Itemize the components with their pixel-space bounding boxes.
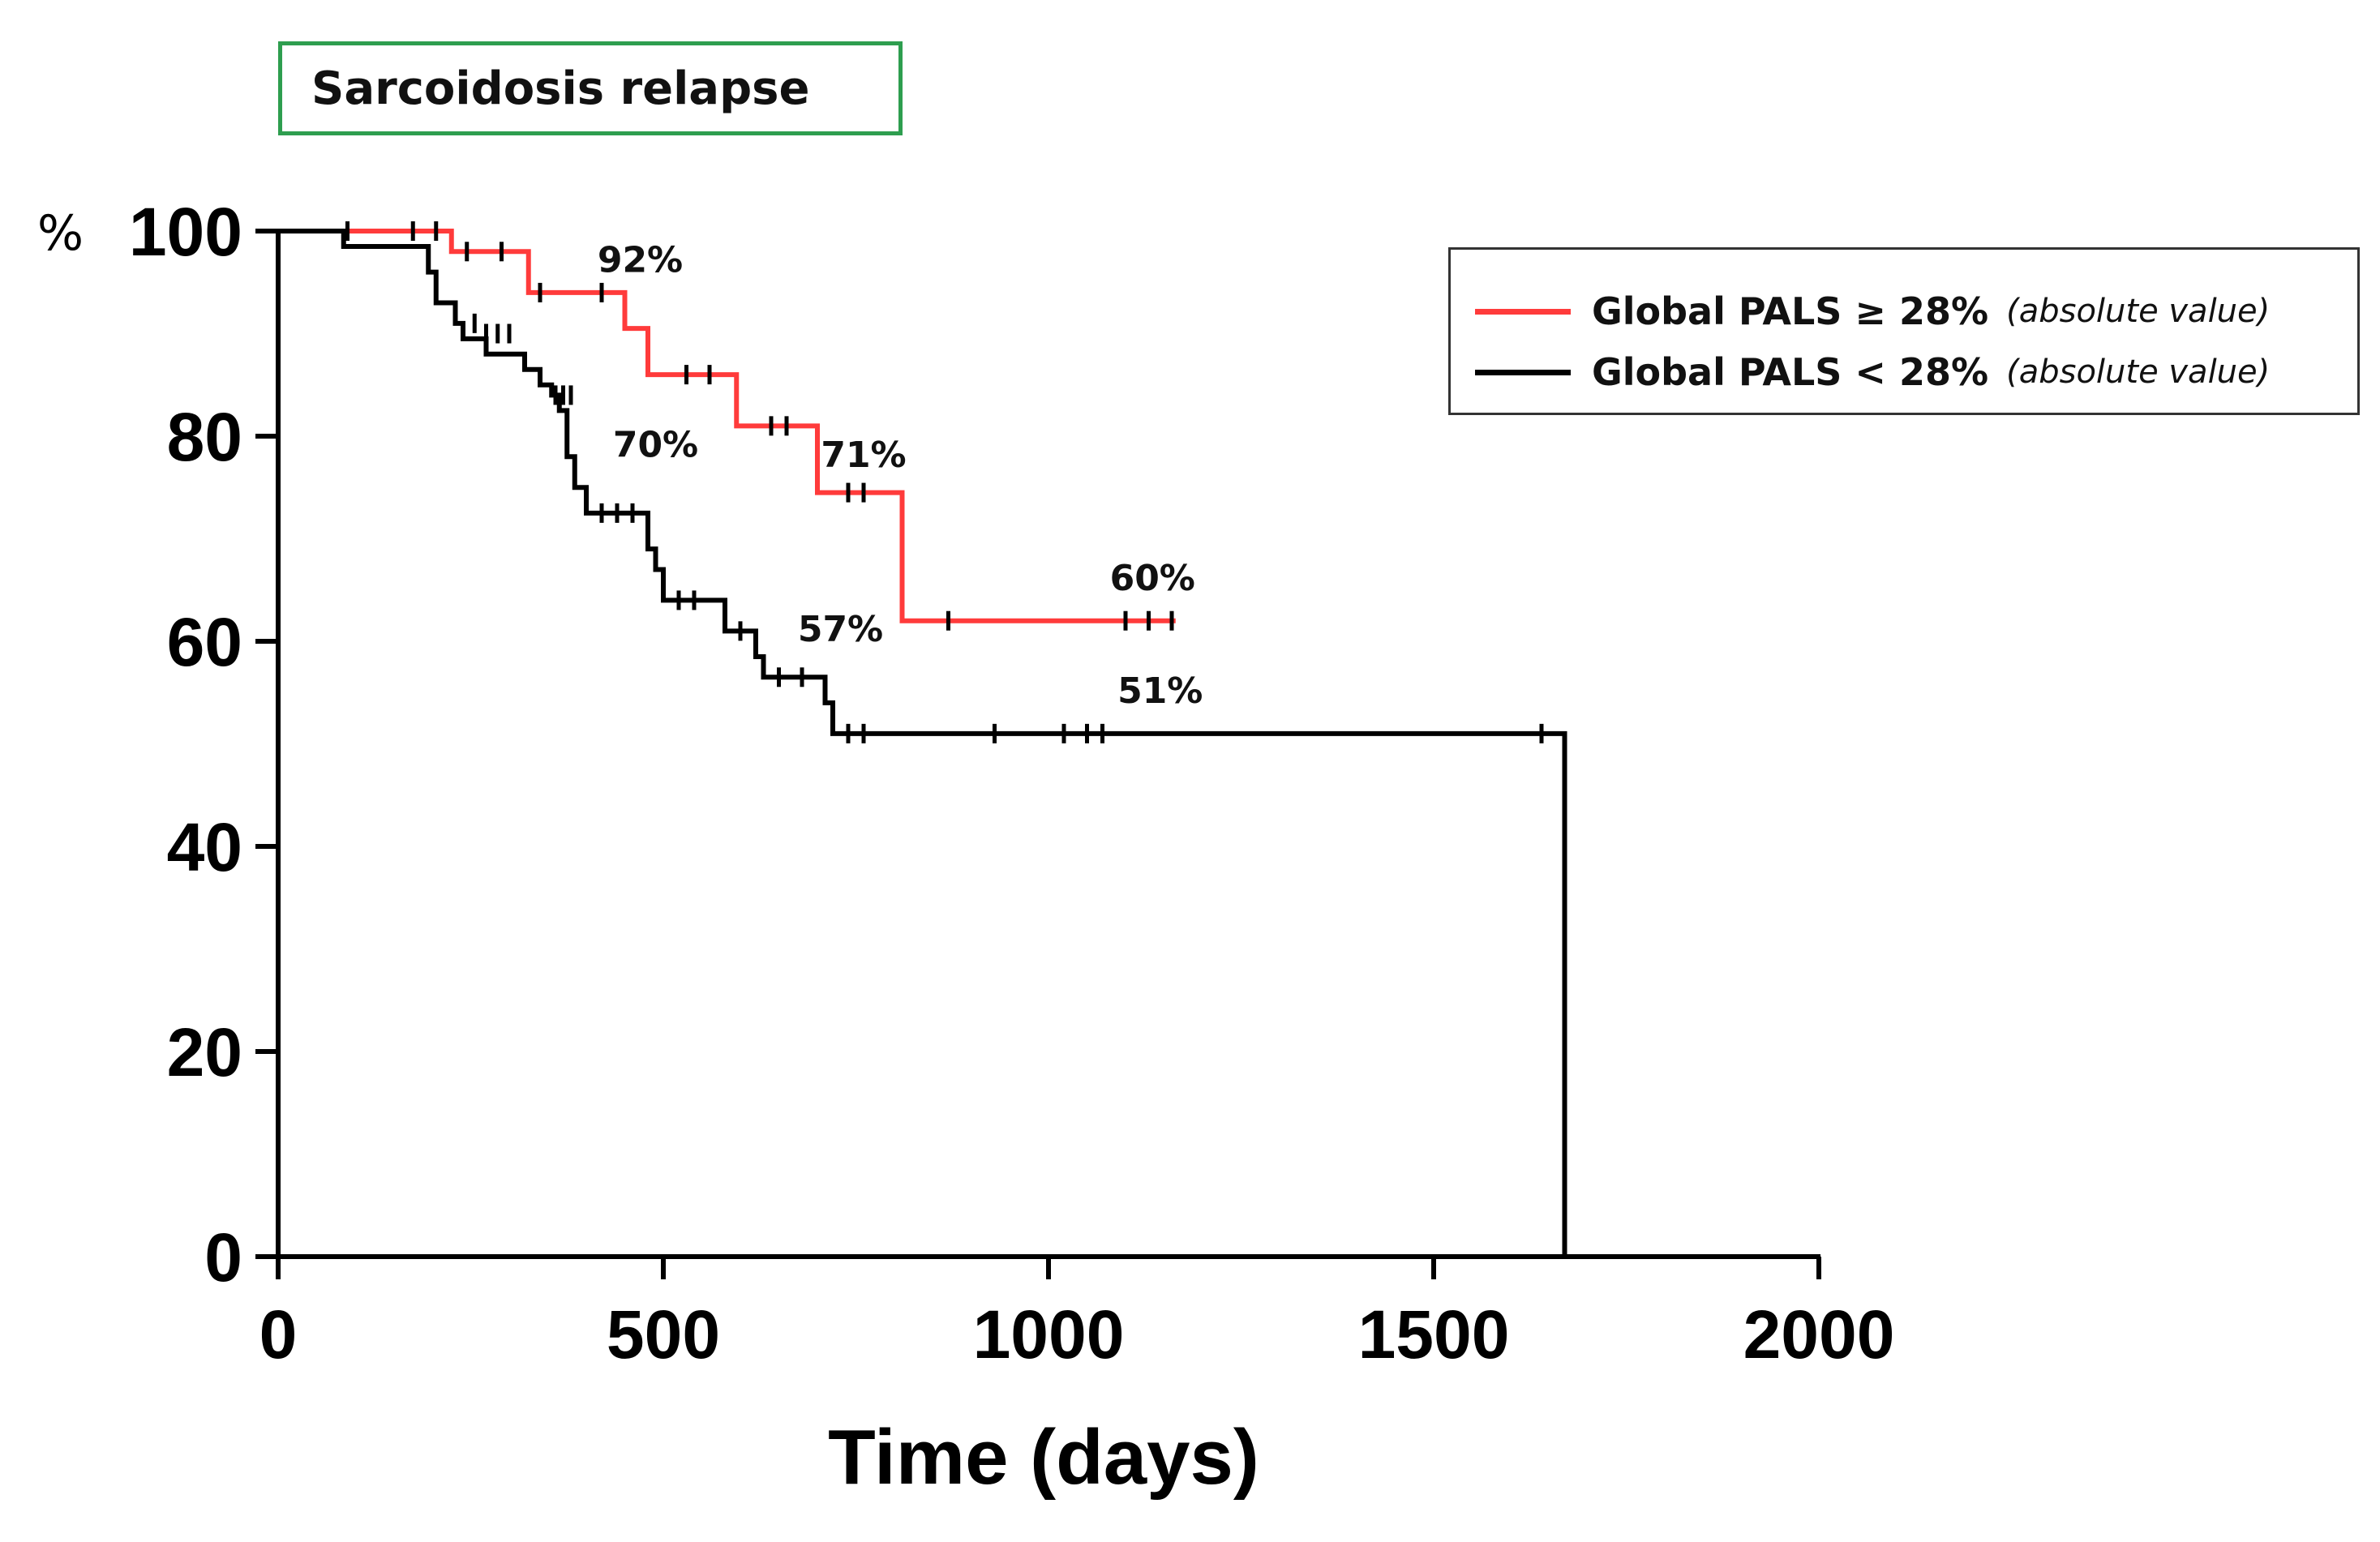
legend-note-red: (absolute value) xyxy=(2006,293,2271,330)
y-tick-label: 0 xyxy=(204,1219,242,1296)
survival-percent-label: 92% xyxy=(598,240,683,281)
annotation-layer: 92% 70% 71% 57% 60% 51% xyxy=(598,240,1203,712)
legend-item-red: Global PALS ≥ 28% (absolute value) xyxy=(1451,287,2270,336)
legend: Global PALS ≥ 28% (absolute value) Globa… xyxy=(1448,247,2360,415)
chart-title: Sarcoidosis relapse xyxy=(311,62,810,115)
axes xyxy=(255,229,1821,1279)
chart-title-box: Sarcoidosis relapse xyxy=(278,41,903,135)
x-tick-label: 500 xyxy=(607,1296,720,1373)
survival-percent-label: 70% xyxy=(613,424,698,465)
x-tick-label: 1000 xyxy=(973,1296,1125,1373)
survival-percent-label: 60% xyxy=(1110,558,1195,599)
series-layer xyxy=(278,221,1567,1257)
survival-percent-label: 57% xyxy=(798,609,883,650)
survival-percent-label: 51% xyxy=(1117,670,1203,712)
y-tick-label: 60 xyxy=(167,604,242,680)
x-tick-labels: 0 500 1000 1500 2000 xyxy=(259,1296,1895,1373)
y-tick-labels: 0 20 40 60 80 100 xyxy=(129,194,242,1296)
y-tick-label: 20 xyxy=(167,1014,242,1090)
legend-note-black: (absolute value) xyxy=(2006,353,2271,391)
legend-swatch-black xyxy=(1475,369,1571,375)
legend-label-red: Global PALS ≥ 28% xyxy=(1592,289,1989,333)
survival-percent-label: 71% xyxy=(821,435,906,476)
legend-label-black: Global PALS < 28% xyxy=(1592,350,1989,394)
x-tick-label: 0 xyxy=(259,1296,298,1373)
y-tick-label: 40 xyxy=(167,809,242,885)
x-tick-label: 2000 xyxy=(1743,1296,1895,1373)
x-axis-title: Time (days) xyxy=(828,1414,1259,1501)
legend-swatch-red xyxy=(1475,308,1571,315)
y-tick-label: 80 xyxy=(167,399,242,475)
series-line-black xyxy=(278,229,1567,1257)
x-tick-label: 1500 xyxy=(1358,1296,1510,1373)
series-line-red xyxy=(278,229,1176,623)
legend-item-black: Global PALS < 28% (absolute value) xyxy=(1451,348,2270,396)
y-tick-label: 100 xyxy=(129,194,242,270)
y-axis-unit-label: % xyxy=(37,205,84,262)
